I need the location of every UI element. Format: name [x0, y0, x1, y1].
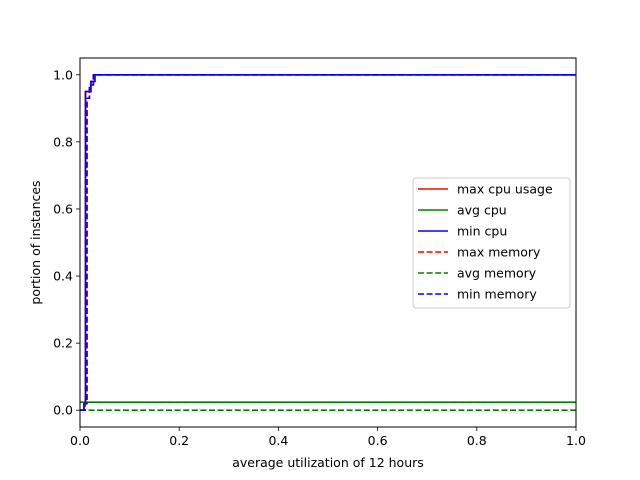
y-axis-label: portion of instances	[28, 180, 43, 304]
y-tick-label-1: 0.2	[53, 336, 73, 351]
plot-frame	[79, 57, 577, 428]
series-line-2	[80, 73, 576, 412]
x-tick-label-1: 0.2	[169, 433, 189, 448]
y-tick-label-2: 0.4	[53, 269, 73, 284]
legend-label-2: min cpu	[457, 224, 507, 239]
y-tick-label-5: 1.0	[53, 67, 73, 82]
legend-box	[412, 177, 571, 309]
y-tick-label-0: 0.0	[53, 403, 73, 418]
series-line-5	[80, 73, 576, 412]
ticks-layer: 0.0 0.2 0.4 0.6 0.8 1.0 0.0 0.2 0.4 0.6 0.8 1.0	[53, 67, 586, 448]
legend-label-4: avg memory	[457, 266, 537, 281]
x-tick-label-3: 0.6	[368, 433, 388, 448]
y-tick-label-4: 0.8	[53, 134, 73, 149]
x-tick-label-0: 0.0	[70, 433, 90, 448]
y-tick-label-3: 0.6	[53, 201, 73, 216]
x-tick-label-2: 0.4	[268, 433, 288, 448]
legend-label-5: min memory	[457, 287, 537, 302]
legend-entries: max cpu usage avg cpu min cpu max memory avg…	[418, 182, 553, 302]
legend-label-0: max cpu usage	[457, 182, 553, 197]
x-tick-label-4: 0.8	[467, 433, 487, 448]
legend-label-3: max memory	[457, 245, 541, 260]
legend: max cpu usage avg cpu min cpu max memory avg…	[412, 177, 571, 309]
legend-label-1: avg cpu	[457, 203, 507, 218]
x-axis-label: average utilization of 12 hours	[232, 455, 424, 470]
series-layer	[80, 73, 576, 412]
x-tick-label-5: 1.0	[566, 433, 586, 448]
